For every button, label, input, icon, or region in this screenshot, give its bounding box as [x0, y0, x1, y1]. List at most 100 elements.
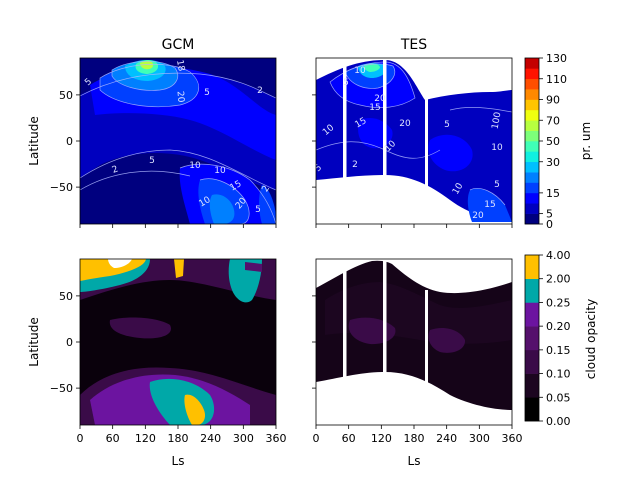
colorbar-tick-label: 110	[546, 73, 567, 86]
contour-label: 10	[214, 166, 226, 176]
y-tick-label: −50	[50, 382, 73, 395]
colorbar-tick-label: 4.00	[546, 249, 571, 262]
contour-label: 5	[444, 120, 450, 130]
contour-label: 100	[491, 111, 504, 130]
tes-title: TES	[400, 37, 427, 53]
colorbar-cloud-label: cloud opacity	[584, 299, 598, 379]
contour-label: 2	[261, 184, 273, 194]
contour-label: 5	[343, 78, 349, 88]
contour-label: 5	[494, 180, 500, 190]
axis-text: 50 0 −50 0 60 120 180 240 300 360 50 0 −50 0 60 120 180 2…	[50, 89, 523, 445]
colorbar-frame	[524, 254, 540, 422]
x-tick-label: 120	[371, 432, 392, 445]
colorbar-segment	[525, 58, 539, 69]
contour-label: 20	[472, 211, 484, 221]
colorbar-tick-label: 0.15	[546, 344, 571, 357]
colorbar-segment	[525, 109, 539, 121]
colorbar-segment	[525, 151, 539, 163]
colorbar-tick-label: 70	[546, 114, 560, 127]
x-tick-label: 60	[342, 432, 356, 445]
colorbar-segment	[525, 326, 539, 351]
colorbar-tick-label: 0.20	[546, 320, 571, 333]
x-tick-label: 120	[135, 432, 156, 445]
ylabel-top: Latitude	[27, 116, 41, 165]
x-tick-label: 0	[77, 432, 84, 445]
colorbar-tick-label: 130	[546, 52, 567, 65]
x-tick-label: 180	[404, 432, 425, 445]
colorbar-tick-label: 0	[546, 218, 553, 231]
x-tick-label: 360	[266, 432, 287, 445]
y-tick-label: 50	[59, 89, 73, 102]
colorbar-tick-label: 0.00	[546, 415, 571, 428]
colorbar-segment	[525, 182, 539, 194]
colorbar-segment	[525, 130, 539, 142]
colorbar-segment	[525, 78, 539, 90]
colorbar-tick-label: 5	[546, 208, 553, 221]
colorbar-cloud: 0.00 0.05 0.10 0.15 0.20 0.25 2.00 4.00	[524, 249, 571, 428]
y-tick-label: 50	[59, 290, 73, 303]
colorbar-segment	[525, 161, 539, 173]
contour-label: 5	[83, 77, 94, 88]
panel-gcm-cloud	[80, 259, 276, 425]
y-tick-label: −50	[50, 181, 73, 194]
colorbar-tick-label: 15	[546, 187, 560, 200]
xlabel-bottom-right: Ls	[408, 454, 421, 468]
colorbar-segment	[525, 203, 539, 214]
colorbar-segment	[525, 397, 539, 422]
colorbar-segment	[525, 172, 539, 183]
contour-label: 2	[111, 164, 120, 175]
axes	[76, 94, 513, 429]
contour-label: 10	[354, 66, 366, 76]
x-tick-label: 240	[200, 432, 221, 445]
x-tick-label: 0	[313, 432, 320, 445]
contour-label: 15	[354, 116, 369, 130]
colorbar-tick-label: 0.25	[546, 296, 571, 309]
x-tick-label: 60	[106, 432, 120, 445]
contour-label: 20	[399, 119, 411, 129]
colorbar-tick-label: 2.00	[546, 273, 571, 286]
contour-label: 15	[369, 103, 380, 113]
colorbar-segment	[525, 373, 539, 398]
contour-label: 5	[149, 156, 155, 166]
colorbar-segment	[525, 120, 539, 131]
colorbar-segment	[525, 255, 539, 280]
colorbar-segment	[525, 99, 539, 111]
contour-label: 10	[491, 143, 503, 153]
colorbar-water-label: pr. um	[579, 122, 593, 160]
colorbar-water: 05 15 30 50 70 90 110 130	[524, 52, 567, 231]
y-tick-label: 0	[66, 135, 73, 148]
colorbar-segment	[525, 302, 539, 327]
colorbar-tick-label: 50	[546, 135, 560, 148]
x-tick-label: 180	[168, 432, 189, 445]
xlabel-bottom-left: Ls	[172, 454, 185, 468]
x-tick-label: 240	[436, 432, 457, 445]
x-tick-label: 300	[233, 432, 254, 445]
contour-label: 15	[484, 200, 495, 210]
contour-label: 2	[352, 160, 358, 170]
y-tick-label: 0	[66, 336, 73, 349]
colorbar-segment	[525, 278, 539, 303]
colorbar-segment	[525, 192, 539, 204]
panel-tes-cloud	[316, 259, 512, 410]
contour-label: 5	[204, 88, 210, 98]
colorbar-tick-label: 30	[546, 156, 560, 169]
contour-label: 15	[229, 179, 244, 193]
colorbar-segment	[525, 89, 539, 100]
x-tick-label: 360	[502, 432, 523, 445]
colorbar-tick-label: 0.10	[546, 368, 571, 381]
contour-label: 5	[255, 205, 261, 215]
colorbar-segment	[525, 349, 539, 374]
colorbar-segment	[525, 141, 539, 152]
x-tick-label: 300	[469, 432, 490, 445]
contour-label: 2	[257, 86, 263, 96]
ylabel-bottom: Latitude	[27, 317, 41, 366]
gcm-title: GCM	[162, 37, 195, 53]
colorbar-segment	[525, 68, 539, 80]
contour-label: 18	[174, 59, 186, 72]
colorbar-segment	[525, 213, 539, 225]
contour-label: 20	[374, 94, 386, 104]
